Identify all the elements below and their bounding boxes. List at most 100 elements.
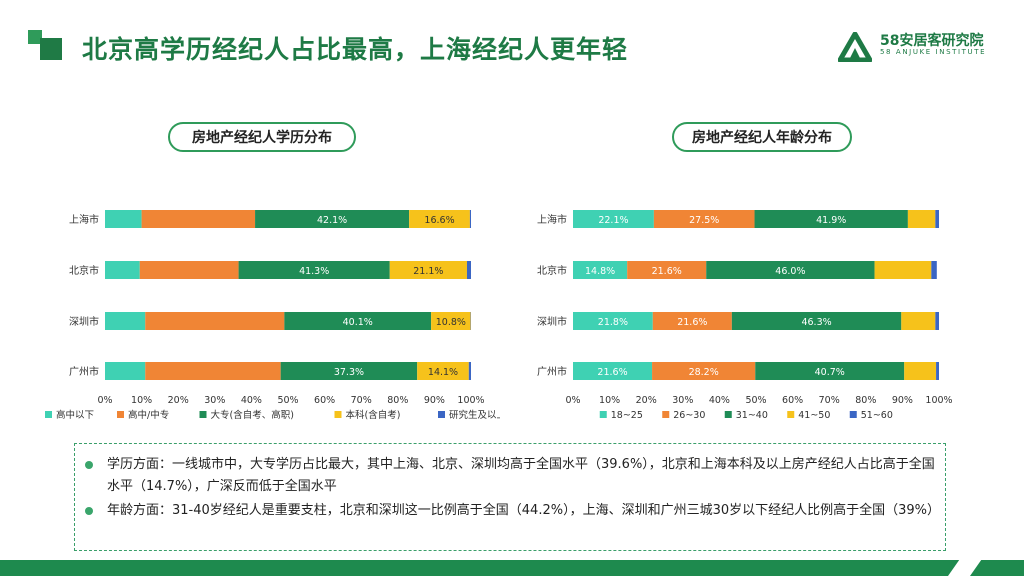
- bar-segment: [105, 210, 142, 228]
- x-tick-label: 10%: [131, 395, 152, 406]
- bar-segment: [468, 362, 471, 380]
- x-tick-label: 100%: [925, 395, 952, 406]
- x-tick-label: 40%: [241, 395, 262, 406]
- data-label: 46.0%: [775, 266, 805, 277]
- data-label: 16.6%: [424, 215, 454, 226]
- data-label: 42.1%: [317, 215, 347, 226]
- bar-segment: [409, 210, 470, 228]
- data-label: 21.6%: [677, 317, 707, 328]
- x-tick-label: 50%: [277, 395, 298, 406]
- title-decoration-square-dark: [40, 38, 62, 60]
- summary-text: 年龄方面：31-40岁经纪人是重要支柱，北京和深圳这一比例高于全国（44.2%）…: [107, 503, 941, 518]
- legend-label: 18~25: [611, 410, 643, 421]
- bar-segment: [105, 312, 146, 330]
- bar-segment: [731, 312, 902, 330]
- bar-segment: [652, 312, 732, 330]
- summary-text: 学历方面：一线城市中，大专学历占比最大，其中上海、北京、深圳均高于全国水平（39…: [107, 457, 935, 494]
- category-label: 上海市: [69, 213, 99, 226]
- bar-segment: [284, 312, 432, 330]
- bar-segment: [931, 261, 937, 279]
- x-tick-label: 60%: [314, 395, 335, 406]
- bullet-icon: [85, 461, 93, 469]
- legend-label: 41~50: [798, 410, 830, 421]
- x-tick-label: 100%: [457, 395, 484, 406]
- category-label: 深圳市: [69, 315, 99, 328]
- data-label: 28.2%: [689, 367, 719, 378]
- data-label: 46.3%: [801, 317, 831, 328]
- legend-label: 31~40: [736, 410, 768, 421]
- bottom-decoration-bar: [0, 560, 1024, 576]
- legend-swatch: [45, 411, 52, 418]
- page-title: 北京高学历经纪人占比最高，上海经纪人更年轻: [82, 35, 629, 64]
- bar-segment: [901, 312, 936, 330]
- x-tick-label: 60%: [782, 395, 803, 406]
- bar-segment: [280, 362, 418, 380]
- category-label: 上海市: [537, 213, 567, 226]
- age-chart-title: 房地产经纪人年龄分布: [672, 122, 852, 152]
- data-label: 40.1%: [343, 317, 373, 328]
- education-chart-title: 房地产经纪人学历分布: [168, 122, 356, 152]
- bar-segment: [754, 210, 908, 228]
- x-tick-label: 70%: [819, 395, 840, 406]
- data-label: 14.8%: [585, 266, 615, 277]
- legend-swatch: [117, 411, 124, 418]
- bar-segment: [469, 210, 471, 228]
- legend-label: 大专(含自考、高职): [211, 409, 294, 421]
- bar-segment: [417, 362, 469, 380]
- x-tick-label: 20%: [636, 395, 657, 406]
- legend-label: 高中以下: [56, 409, 94, 421]
- bar-segment: [105, 261, 140, 279]
- title-decoration-square-light: [28, 30, 42, 44]
- x-tick-label: 70%: [351, 395, 372, 406]
- legend-swatch: [199, 411, 207, 418]
- data-label: 41.9%: [816, 215, 846, 226]
- bar-segment: [139, 261, 239, 279]
- data-label: 27.5%: [689, 215, 719, 226]
- legend-swatch: [787, 411, 795, 418]
- x-tick-label: 80%: [387, 395, 408, 406]
- legend-label: 26~30: [673, 410, 705, 421]
- bar-segment: [141, 210, 256, 228]
- summary-box: 学历方面：一线城市中，大专学历占比最大，其中上海、北京、深圳均高于全国水平（39…: [74, 443, 946, 551]
- bar-segment: [255, 210, 410, 228]
- x-tick-label: 90%: [892, 395, 913, 406]
- bar-segment: [652, 362, 756, 380]
- x-tick-label: 0%: [565, 395, 580, 406]
- data-label: 41.3%: [299, 266, 329, 277]
- x-tick-label: 40%: [709, 395, 730, 406]
- x-tick-label: 30%: [672, 395, 693, 406]
- bar-segment: [936, 362, 939, 380]
- x-tick-label: 20%: [168, 395, 189, 406]
- data-label: 14.1%: [428, 367, 458, 378]
- category-label: 深圳市: [537, 315, 567, 328]
- data-label: 10.8%: [436, 317, 466, 328]
- category-label: 广州市: [537, 365, 567, 378]
- legend-swatch: [334, 411, 342, 418]
- bar-segment: [389, 261, 467, 279]
- bar-segment: [907, 210, 936, 228]
- bar-segment: [431, 312, 471, 330]
- x-tick-label: 80%: [855, 395, 876, 406]
- data-label: 21.6%: [597, 367, 627, 378]
- data-label: 21.8%: [598, 317, 628, 328]
- bar-segment: [145, 312, 285, 330]
- bar-segment: [874, 261, 932, 279]
- data-label: 21.6%: [652, 266, 682, 277]
- bar-segment: [466, 261, 471, 279]
- bar-segment: [573, 210, 654, 228]
- category-label: 广州市: [69, 365, 99, 378]
- legend-swatch: [662, 411, 670, 418]
- bullet-icon: [85, 507, 93, 515]
- legend-label: 本科(含自考): [346, 409, 401, 421]
- x-tick-label: 10%: [599, 395, 620, 406]
- data-label: 40.7%: [815, 367, 845, 378]
- bar-segment: [904, 362, 937, 380]
- bar-segment: [706, 261, 875, 279]
- data-label: 22.1%: [598, 215, 628, 226]
- x-tick-label: 0%: [97, 395, 112, 406]
- data-label: 21.1%: [413, 266, 443, 277]
- x-tick-label: 90%: [424, 395, 445, 406]
- logo-mark-icon: [838, 32, 872, 62]
